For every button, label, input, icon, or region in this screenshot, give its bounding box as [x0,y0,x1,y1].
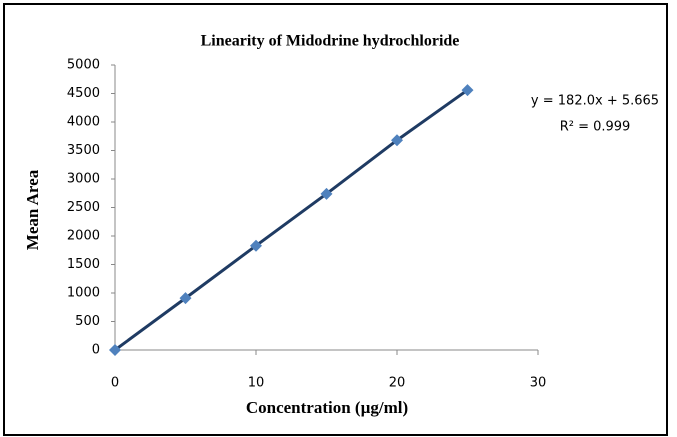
x-tick-label: 30 [530,376,547,391]
y-tick-label: 500 [75,314,100,329]
data-point [391,134,403,147]
r-squared-annotation: R² = 0.999 [560,120,631,135]
data-point [250,239,262,252]
data-point [109,344,121,356]
data-point [320,187,333,200]
chart-frame [3,3,668,436]
x-tick-label: 10 [248,376,265,391]
data-point [461,84,474,97]
x-axis-label: Concentration (µg/ml) [246,398,408,417]
equation-annotation: y = 182.0x + 5.665 [531,94,659,109]
data-point [179,292,192,305]
y-tick-label: 2000 [67,229,100,244]
y-tick-label: 0 [92,343,100,358]
y-tick-label: 1500 [67,257,100,272]
y-axis-label: Mean Area [23,169,42,250]
y-tick-label: 5000 [67,58,100,73]
y-tick-label: 2500 [67,200,100,215]
y-tick-label: 4500 [67,86,100,101]
x-tick-label: 20 [389,376,406,391]
y-tick-label: 4000 [67,115,100,130]
y-tick-label: 3000 [67,172,100,187]
y-tick-label: 3500 [67,143,100,158]
trend-line [114,88,469,352]
chart-title: Linearity of Midodrine hydrochloride [201,33,460,50]
y-tick-label: 1000 [67,286,100,301]
x-tick-label: 0 [111,376,119,391]
